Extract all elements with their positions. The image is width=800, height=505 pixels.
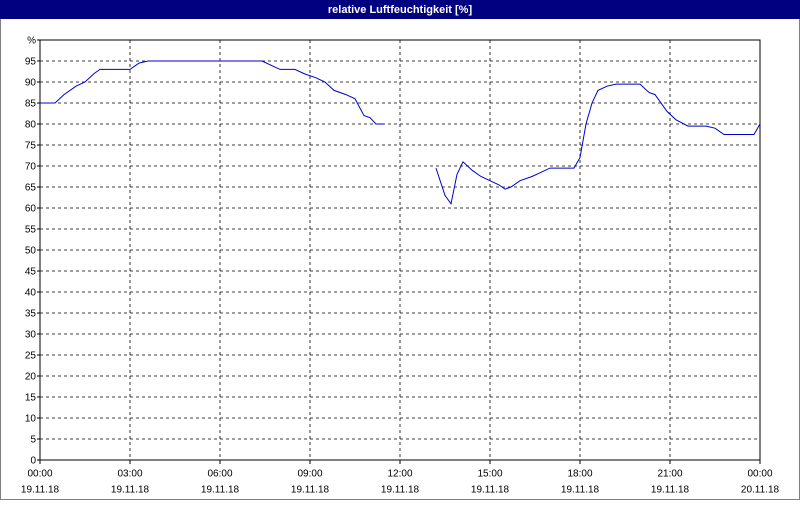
x-tick-label: 18:00 xyxy=(567,469,592,480)
x-tick-date: 19.11.18 xyxy=(651,485,690,496)
x-tick-date: 20.11.18 xyxy=(741,485,780,496)
line xyxy=(40,60,761,206)
y-tick-label: 0 xyxy=(30,456,36,467)
y-tick-label: 50 xyxy=(25,246,37,257)
x-tick-label: 09:00 xyxy=(297,469,322,480)
title-bar xyxy=(0,0,800,19)
y-tick-label: 40 xyxy=(25,288,37,299)
x-tick-label: 12:00 xyxy=(387,469,412,480)
y-tick-label: % xyxy=(27,36,36,47)
x-tick-date: 19.11.18 xyxy=(21,485,60,496)
y-tick-label: 25 xyxy=(25,351,37,362)
y-tick-label: 70 xyxy=(25,162,37,173)
y-tick-label: 75 xyxy=(25,141,37,152)
x-tick-date: 19.11.18 xyxy=(561,485,600,496)
chart-title: relative Luftfeuchtigkeit [%] xyxy=(328,4,473,16)
x-tick-label: 15:00 xyxy=(477,469,502,480)
x-tick-label: 06:00 xyxy=(207,469,232,480)
y-tick-label: 65 xyxy=(25,183,37,194)
y-tick-label: 30 xyxy=(25,330,37,341)
y-tick-label: 95 xyxy=(25,57,37,68)
x-tick-date: 19.11.18 xyxy=(111,485,150,496)
y-tick-label: 80 xyxy=(25,120,37,131)
x-tick-date: 19.11.18 xyxy=(381,485,420,496)
x-tick-date: 19.11.18 xyxy=(471,485,510,496)
x-tick-label: 03:00 xyxy=(117,469,142,480)
y-tick-label: 10 xyxy=(25,414,37,425)
y-tick-label: 55 xyxy=(25,225,37,236)
x-tick-label: 00:00 xyxy=(27,469,52,480)
y-tick-label: 15 xyxy=(25,393,37,404)
x-tick-label: 00:00 xyxy=(747,469,772,480)
y-tick-label: 90 xyxy=(25,78,37,89)
y-tick-label: 85 xyxy=(25,99,37,110)
y-tick-label: 45 xyxy=(25,267,37,278)
x-tick-label: 21:00 xyxy=(657,469,682,480)
y-tick-label: 60 xyxy=(25,204,37,215)
y-tick-label: 20 xyxy=(25,372,37,383)
y-tick-label: 35 xyxy=(25,309,37,320)
x-tick-date: 19.11.18 xyxy=(201,485,240,496)
x-tick-date: 19.11.18 xyxy=(291,485,330,496)
y-tick-label: 5 xyxy=(30,435,36,446)
